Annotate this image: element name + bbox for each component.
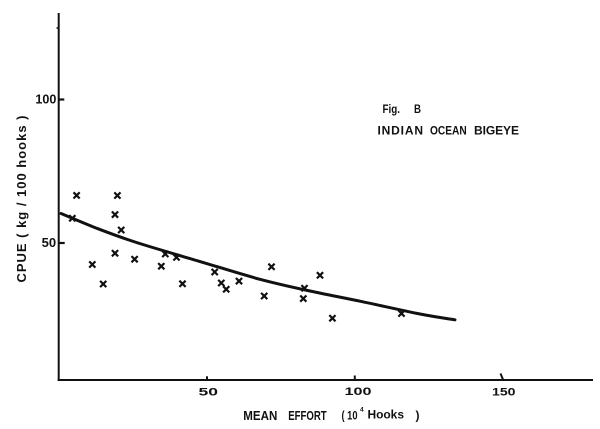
svg-text:CPUE ( kg / 100 hooks ): CPUE ( kg / 100 hooks ) [14,116,29,283]
svg-text:Fig.: Fig. [383,102,401,116]
svg-text:100: 100 [345,386,372,398]
svg-text:4: 4 [360,406,364,413]
svg-text:EFFORT: EFFORT [288,409,327,423]
svg-text:100: 100 [35,92,56,106]
svg-text:( 10: ( 10 [342,409,358,423]
svg-text:BIGEYE: BIGEYE [474,124,519,138]
svg-text:150: 150 [492,386,516,398]
svg-text:): ) [416,409,420,423]
svg-text:INDIAN: INDIAN [378,124,424,138]
svg-text:B: B [414,102,421,116]
svg-text:Hooks: Hooks [368,408,405,422]
svg-text:OCEAN: OCEAN [430,124,467,138]
svg-text:MEAN: MEAN [243,409,277,423]
svg-text:50: 50 [199,386,219,398]
svg-text:50: 50 [42,236,57,250]
